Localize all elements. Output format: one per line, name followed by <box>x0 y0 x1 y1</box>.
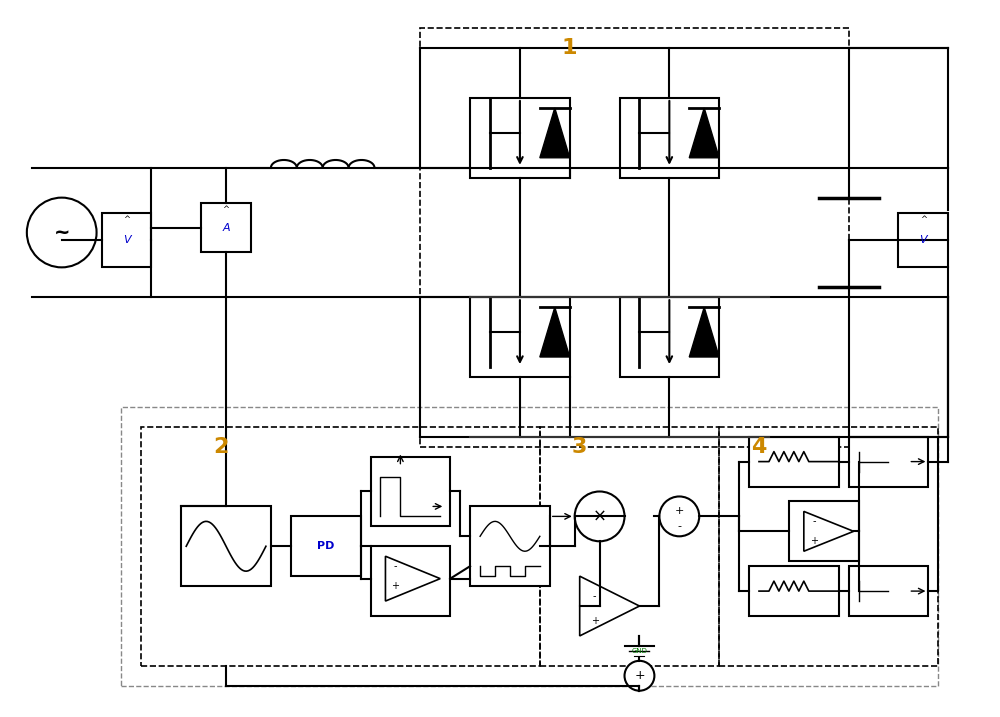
Bar <box>749 566 839 616</box>
Text: +: + <box>591 616 599 626</box>
Text: ^: ^ <box>223 205 230 214</box>
Bar <box>849 437 928 487</box>
Polygon shape <box>804 511 854 551</box>
Bar <box>789 501 859 561</box>
Polygon shape <box>385 556 440 601</box>
Bar <box>719 427 938 666</box>
Text: PD: PD <box>317 541 334 551</box>
Text: A: A <box>222 222 230 232</box>
Text: GND: GND <box>632 648 647 654</box>
Bar <box>291 516 361 576</box>
Bar <box>141 427 540 666</box>
Bar <box>102 212 151 267</box>
Text: 4: 4 <box>751 437 767 457</box>
Bar <box>121 407 938 685</box>
Bar <box>201 203 251 252</box>
Bar <box>470 506 550 586</box>
Text: -: - <box>394 561 397 571</box>
Text: V: V <box>123 235 130 245</box>
Circle shape <box>625 661 654 690</box>
Polygon shape <box>580 576 639 636</box>
Circle shape <box>27 198 97 267</box>
Text: +: + <box>810 536 818 546</box>
Text: 1: 1 <box>562 38 577 58</box>
Text: 3: 3 <box>572 437 587 457</box>
Text: ×: × <box>593 508 607 526</box>
Bar <box>898 212 948 267</box>
Text: +: + <box>675 506 684 516</box>
Text: V: V <box>920 235 927 245</box>
Bar <box>540 427 719 666</box>
Bar <box>371 546 450 616</box>
Bar <box>620 298 719 377</box>
Text: ^: ^ <box>920 215 927 224</box>
Bar <box>749 437 839 487</box>
Bar <box>620 98 719 178</box>
Polygon shape <box>689 108 719 158</box>
Bar <box>181 506 271 586</box>
Text: ^: ^ <box>123 215 130 224</box>
Bar <box>420 28 849 447</box>
Polygon shape <box>540 108 570 158</box>
Text: +: + <box>634 669 645 683</box>
Text: -: - <box>812 516 816 526</box>
Text: -: - <box>677 521 681 531</box>
Circle shape <box>575 491 625 541</box>
Text: 2: 2 <box>213 437 229 457</box>
Bar <box>470 98 570 178</box>
Circle shape <box>659 496 699 536</box>
Bar <box>371 457 450 526</box>
Bar <box>470 298 570 377</box>
Polygon shape <box>540 307 570 357</box>
Bar <box>849 566 928 616</box>
Text: ~: ~ <box>53 223 70 242</box>
Text: +: + <box>391 581 399 591</box>
Polygon shape <box>689 307 719 357</box>
Text: -: - <box>593 591 596 601</box>
